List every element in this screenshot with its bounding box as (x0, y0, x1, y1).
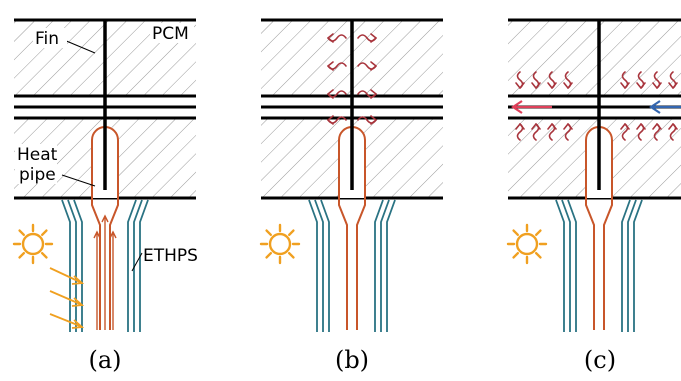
sun-disk (515, 232, 539, 256)
heat-flux-arrow (547, 71, 557, 89)
flow-arrowhead-red (511, 100, 523, 114)
fin-leader-line (63, 39, 96, 54)
sun-ray (512, 251, 520, 259)
sun-ray (40, 251, 48, 259)
fin-label-bg (33, 28, 67, 48)
sun-ray (265, 229, 273, 237)
heat-flux-arrow (620, 71, 630, 89)
fin-label: Fin (35, 29, 59, 49)
flow-arrowhead-blue (649, 100, 661, 114)
heat-flux-arrow (563, 123, 573, 141)
heat-flux-arrow (531, 123, 541, 141)
sun-ray (265, 251, 273, 259)
heat-pipe-leader-line (61, 174, 96, 187)
heat-pipe-condenser (338, 141, 366, 198)
solar-ray-arrowhead (71, 319, 85, 329)
heat-pipe-label-line1: Heat (17, 145, 58, 165)
sun-disk (21, 232, 45, 256)
vapor-flow-arrowhead (101, 214, 109, 223)
vapor-flow-arrowhead (109, 230, 117, 239)
heat-flux-arrow (327, 89, 347, 99)
heat-flux-arrow (515, 71, 525, 89)
heat-flux-arrow (327, 115, 347, 125)
ethps-tube-left (61, 199, 83, 332)
heat-flux-arrow (563, 71, 573, 89)
solar-ray-arrow (49, 267, 81, 283)
caption-a: (a) (88, 346, 121, 374)
heat-flux-arrow (357, 61, 377, 71)
heat-flux-arrow (357, 33, 377, 43)
sun-ray (534, 251, 542, 259)
ethps-tube-left (308, 199, 330, 332)
heat-flux-arrow (357, 115, 377, 125)
sun-ray (287, 251, 295, 259)
solar-ray-arrow (49, 290, 81, 305)
ethps-tube-right (374, 199, 396, 332)
sun-ray (40, 229, 48, 237)
solar-ray-arrowhead (71, 275, 85, 285)
ethps-leader-line (131, 252, 143, 272)
pcm-label: PCM (152, 24, 189, 44)
heat-pipe-label-bg (15, 144, 57, 184)
heat-flux-arrow (327, 33, 347, 43)
solar-ray-arrowhead (71, 297, 85, 307)
ethps-tube-right (621, 199, 643, 332)
heat-flux-arrow (327, 61, 347, 71)
caption-c: (c) (584, 346, 616, 374)
solar-ray-arrow (49, 313, 81, 327)
sun-ray (287, 229, 295, 237)
pcm-label-bg (150, 23, 194, 43)
heat-flux-arrow (652, 123, 662, 141)
heat-flux-arrow (636, 123, 646, 141)
panel-c (506, 18, 681, 332)
ethps-tube-left (555, 199, 577, 332)
heat-flux-arrow (652, 71, 662, 89)
sun-disk (268, 232, 292, 256)
heat-flux-arrow (357, 89, 377, 99)
heat-flux-arrow (636, 71, 646, 89)
sun-ray (534, 229, 542, 237)
heat-pipe-condenser (91, 141, 119, 198)
sun-ray (512, 229, 520, 237)
caption-b: (b) (335, 346, 369, 374)
ethps-tube-right (127, 199, 149, 332)
panel-b (259, 18, 443, 332)
sun-ray (18, 229, 26, 237)
heat-pipe-label-line2: pipe (19, 165, 56, 185)
sun-ray (18, 251, 26, 259)
heat-flux-arrow (531, 71, 541, 89)
vapor-flow-arrowhead (93, 230, 101, 239)
heat-pipe-condenser (585, 141, 613, 198)
pcm-block-upper (508, 20, 681, 96)
heat-flux-arrow (620, 123, 630, 141)
sun-icon (506, 223, 548, 265)
heat-flux-arrow (547, 123, 557, 141)
heat-flux-arrow (668, 71, 678, 89)
heat-flux-arrow (515, 123, 525, 141)
ethps-label: ETHPS (143, 246, 198, 266)
heat-flux-arrow (668, 123, 678, 141)
sun-icon (259, 223, 301, 265)
sun-icon (12, 223, 54, 265)
